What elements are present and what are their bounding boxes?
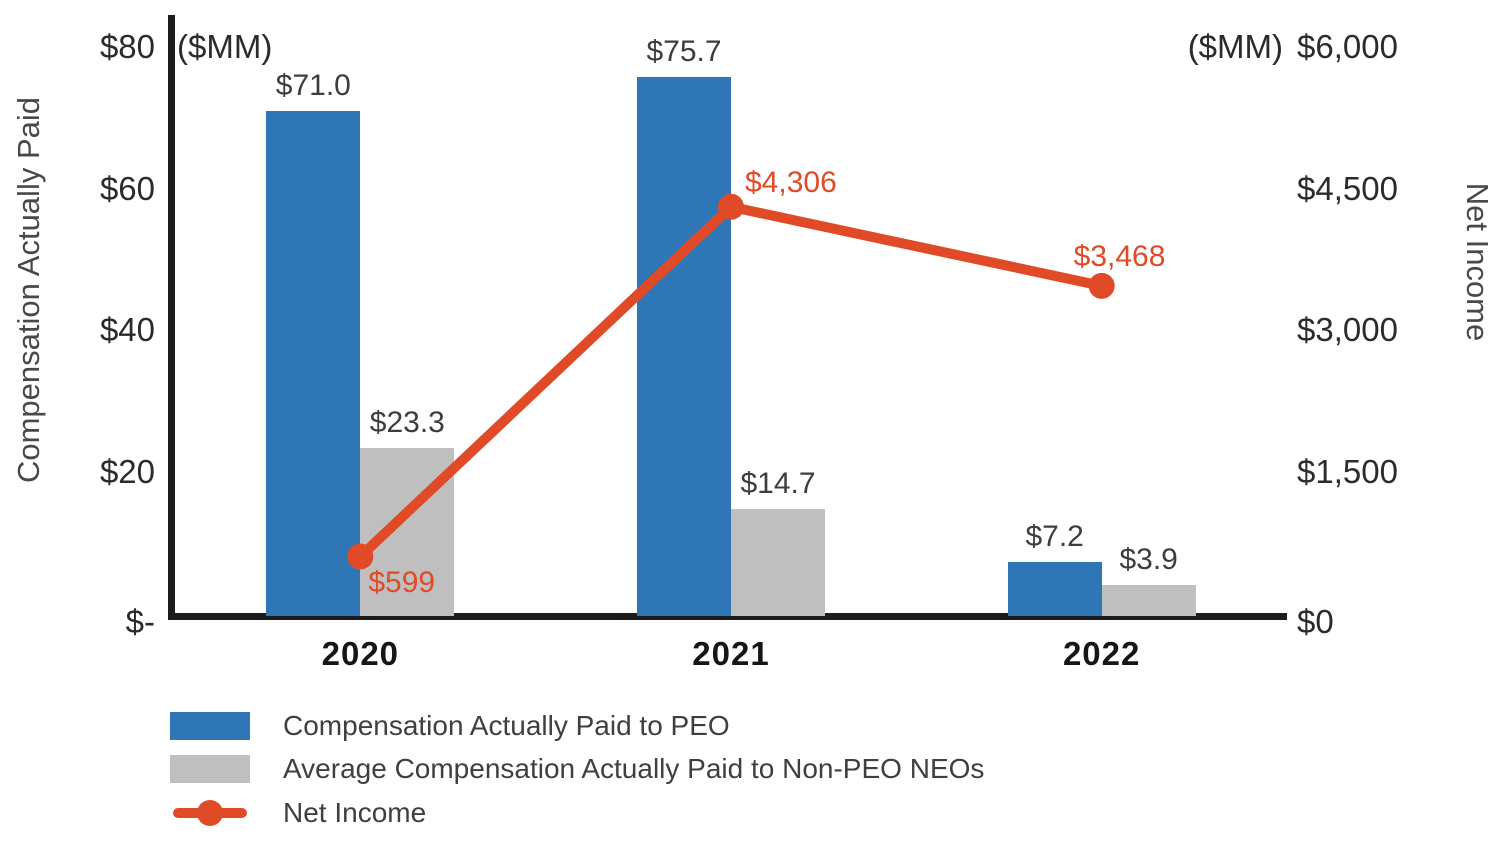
bar-peo: [637, 77, 731, 616]
bar-value-label: $75.7: [646, 35, 722, 69]
right-axis-tick: $3,000: [1297, 311, 1398, 348]
bar-value-label: $23.3: [369, 406, 445, 440]
legend-swatch: [170, 712, 250, 740]
plot-area: [168, 15, 1287, 620]
left-axis-tick: $40: [99, 311, 155, 348]
bar-value-label: $3.9: [1119, 543, 1178, 577]
x-axis-label-2020: 2020: [321, 635, 400, 672]
left-axis-unit-label: ($MM): [177, 28, 273, 65]
bar-value-label: $14.7: [740, 466, 816, 500]
net-income-value-label: $599: [368, 566, 436, 600]
bar-non-peo-neo: [1101, 585, 1196, 616]
left-axis-tick: $-: [125, 603, 155, 640]
legend-swatch: [170, 755, 250, 783]
net-income-value-label: $3,468: [1073, 239, 1166, 273]
legend-label: Average Compensation Actually Paid to No…: [283, 753, 985, 784]
left-axis-tick: $60: [99, 169, 155, 207]
x-axis-label-2022: 2022: [1062, 635, 1141, 672]
left-axis-tick: $20: [99, 452, 155, 490]
right-axis-tick: $6,000: [1297, 28, 1398, 65]
legend-marker-net-income: [170, 799, 250, 827]
net-income-value-label: $4,306: [745, 165, 837, 199]
bar-value-label: $71.0: [275, 68, 351, 102]
bar-peo: [1007, 562, 1102, 616]
right-axis-unit-label: ($MM): [1187, 28, 1283, 65]
bar-peo: [266, 110, 361, 616]
bar-non-peo-neo: [731, 508, 825, 616]
legend-label: Net Income: [283, 797, 427, 828]
x-axis-label-2021: 2021: [692, 635, 770, 672]
right-axis-tick: $1,500: [1297, 452, 1398, 490]
left-axis-tick: $80: [99, 28, 155, 65]
right-axis-tick: $4,500: [1297, 169, 1398, 207]
legend-label: Compensation Actually Paid to PEO: [283, 710, 730, 741]
left-axis-title: Compensation Actually Paid: [11, 97, 46, 484]
legend-line-dot-icon: [197, 800, 223, 826]
right-axis-tick: $0: [1297, 603, 1334, 640]
